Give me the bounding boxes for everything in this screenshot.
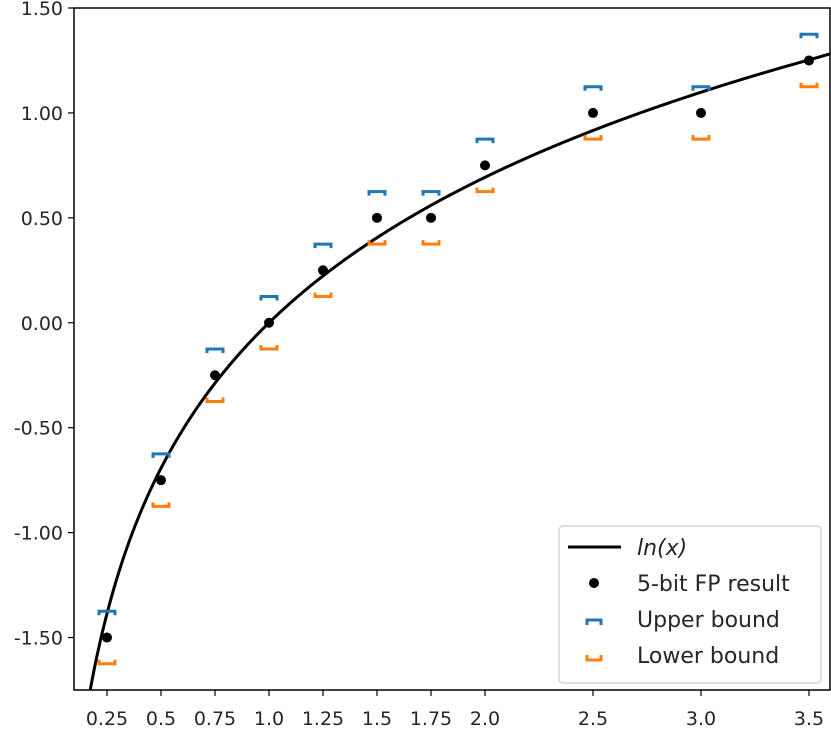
legend-upper-swatch [585,618,603,625]
y-tick-label: -1.50 [14,628,63,650]
lower-bound-marker [691,135,711,141]
x-tick-label: 1.0 [254,708,284,730]
x-tick-label: 0.75 [194,708,236,730]
upper-bound-marker [799,32,819,39]
fp-result-point [588,107,598,118]
upper-bound-marker [583,85,603,91]
upper-bound-marker [97,609,117,616]
lower-bound-marker [799,82,819,89]
y-tick-label: 1.00 [21,103,63,125]
legend: ln(x) 5-bit FP result Upper bound Lower … [558,525,822,684]
upper-bound-marker [151,452,171,458]
x-tick-label: 1.25 [302,708,344,730]
lower-bound-marker [259,345,279,351]
axes: 0.25 0.5 0.75 1.0 1.25 1.5 1.75 2.0 2.5 3.0 3.5 -1.… [14,0,831,730]
legend-label-fp-result: 5-bit FP result [637,572,790,597]
fp-result-point [480,160,490,171]
upper-bound-marker [475,137,495,144]
y-tick-label: -0.50 [14,418,63,440]
plot-area [88,32,830,690]
upper-bound-marker [421,190,441,196]
upper-bound-marker [367,190,387,196]
fp-result-point [426,212,436,223]
fp-result-point [156,475,166,486]
x-tick-label: 0.25 [86,708,128,730]
x-tick-label: 3.5 [794,708,824,730]
fp-result-point [264,317,274,328]
legend-label-ln: ln(x) [637,536,687,561]
legend-lower-swatch [585,655,603,662]
x-tick-label: 3.0 [686,708,716,730]
lower-bound-marker [205,397,225,403]
lower-bound-marker [313,292,333,299]
ln-curve [88,52,830,690]
y-tick-label: 1.50 [21,0,63,20]
x-tick-label: 0.5 [146,708,176,730]
lower-bound-marker [421,240,441,246]
y-tick-label: 0.50 [21,208,63,230]
y-tick-label: -1.00 [14,523,63,545]
legend-label-upper: Upper bound [637,608,780,633]
axes-frame [73,7,831,691]
lower-bound-marker [97,659,117,666]
legend-dot-swatch [589,578,599,588]
fp-result-point [696,107,706,118]
x-tick-label: 2.0 [470,708,500,730]
legend-box [558,525,822,684]
fp-result-point [318,265,328,276]
lower-bound-marker [475,187,495,194]
fp-result-point [210,370,220,381]
fp-result-point [804,55,814,66]
upper-bound-marker [205,347,225,353]
upper-bound-marker [259,295,279,301]
legend-label-lower: Lower bound [637,644,779,669]
y-tick-label: 0.00 [21,313,63,335]
upper-bound-marker [691,85,711,91]
fp-result-point [372,212,382,223]
lower-bound-marker [367,240,387,246]
lower-bound-marker [583,135,603,141]
x-tick-label: 1.5 [362,708,392,730]
lower-bound-marker [151,502,171,508]
fp-result-point [102,632,112,643]
upper-bound-marker [313,242,333,249]
x-tick-label: 2.5 [578,708,608,730]
x-tick-label: 1.75 [410,708,452,730]
